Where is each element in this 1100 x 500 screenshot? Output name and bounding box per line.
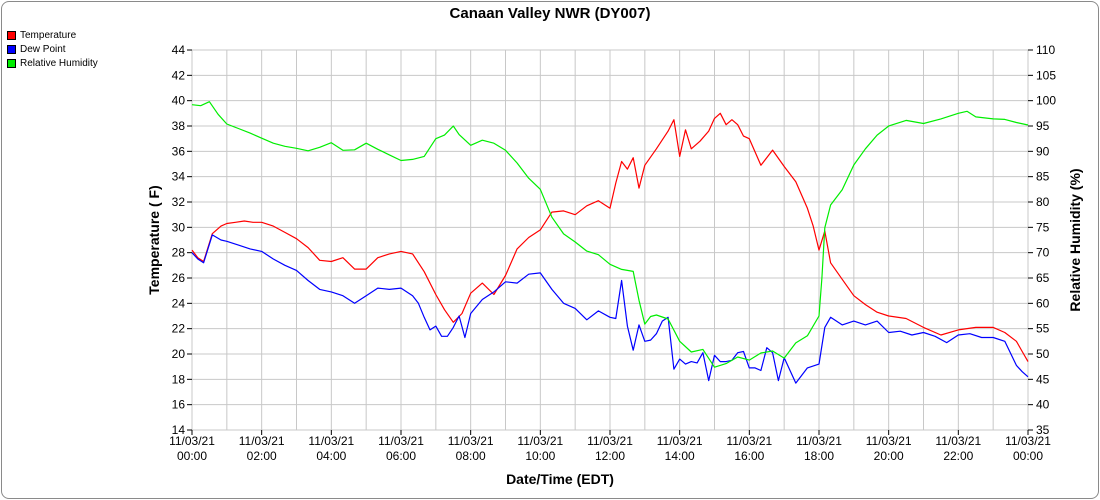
x-tick-time-label: 14:00 <box>665 449 695 463</box>
legend-label-dew-point: Dew Point <box>20 43 66 55</box>
y-left-tick-label: 26 <box>172 271 186 285</box>
x-tick-time-label: 12:00 <box>595 449 625 463</box>
y-right-tick-label: 95 <box>1036 119 1050 133</box>
y-left-tick-label: 14 <box>172 423 186 437</box>
y-left-tick-label: 32 <box>172 195 186 209</box>
grid <box>191 49 1029 431</box>
x-tick-time-label: 00:00 <box>1013 449 1043 463</box>
x-tick-date-label: 11/03/21 <box>308 434 354 448</box>
series-lines <box>191 101 1029 384</box>
y-axis-right-title: Relative Humidity (%) <box>1067 168 1083 311</box>
x-tick-time-label: 08:00 <box>456 449 486 463</box>
x-axis-title: Date/Time (EDT) <box>506 471 614 487</box>
y-left-tick-label: 20 <box>172 347 186 361</box>
y-right-tick-label: 90 <box>1036 144 1050 158</box>
y-right-tick-label: 45 <box>1036 372 1050 386</box>
y-right-tick-label: 75 <box>1036 220 1050 234</box>
legend-swatch-relative-humidity <box>7 58 16 68</box>
y-left-tick-label: 44 <box>172 43 186 57</box>
x-tick-date-label: 11/03/21 <box>448 434 494 448</box>
x-tick-time-label: 02:00 <box>247 449 277 463</box>
y-left-tick-label: 38 <box>172 119 186 133</box>
x-tick-date-label: 11/03/21 <box>378 434 424 448</box>
y-right-tick-label: 70 <box>1036 246 1050 260</box>
y-left-tick-label: 22 <box>172 322 186 336</box>
legend-label-temperature: Temperature <box>20 29 77 41</box>
y-right-tick-label: 85 <box>1036 170 1050 184</box>
legend: Temperature Dew Point Relative Humidity <box>7 28 98 70</box>
x-tick-time-label: 00:00 <box>177 449 207 463</box>
x-axis-ticks: 11/03/2100:0011/03/2102:0011/03/2104:001… <box>169 430 1051 463</box>
y-left-tick-label: 36 <box>172 144 186 158</box>
x-tick-date-label: 11/03/21 <box>657 434 703 448</box>
legend-item-temperature: Temperature <box>7 28 98 42</box>
y-right-tick-label: 110 <box>1036 43 1055 57</box>
y-left-tick-label: 42 <box>172 68 186 82</box>
y-right-tick-label: 65 <box>1036 271 1050 285</box>
x-tick-date-label: 11/03/21 <box>517 434 563 448</box>
y-axis-right-ticks: 35 40 45 50 55 60 65 70 75 80 85 90 95 100 105 110 <box>1028 43 1056 437</box>
x-tick-date-label: 11/03/21 <box>169 434 215 448</box>
x-tick-date-label: 11/03/21 <box>726 434 772 448</box>
x-tick-date-label: 11/03/21 <box>1005 434 1051 448</box>
x-tick-time-label: 06:00 <box>386 449 416 463</box>
legend-item-relative-humidity: Relative Humidity <box>7 56 98 70</box>
x-tick-date-label: 11/03/21 <box>239 434 285 448</box>
x-tick-date-label: 11/03/21 <box>866 434 912 448</box>
y-right-tick-label: 100 <box>1036 94 1056 108</box>
x-tick-date-label: 11/03/21 <box>587 434 633 448</box>
y-right-tick-label: 40 <box>1036 398 1050 412</box>
series-line-relative-humidity <box>191 101 1029 368</box>
x-tick-time-label: 04:00 <box>316 449 346 463</box>
x-tick-time-label: 22:00 <box>943 449 973 463</box>
legend-swatch-temperature <box>7 30 16 40</box>
y-right-tick-label: 60 <box>1036 296 1050 310</box>
y-right-tick-label: 80 <box>1036 195 1050 209</box>
series-line-dew-point <box>191 234 1029 384</box>
y-right-tick-label: 105 <box>1036 68 1056 82</box>
y-left-tick-label: 28 <box>172 246 186 260</box>
legend-item-dew-point: Dew Point <box>7 42 98 56</box>
y-axis-left-ticks: 14 16 18 20 22 24 26 28 30 32 34 36 38 40 42 44 <box>172 43 192 437</box>
y-left-tick-label: 18 <box>172 372 186 386</box>
x-tick-date-label: 11/03/21 <box>796 434 842 448</box>
x-tick-date-label: 11/03/21 <box>935 434 981 448</box>
y-axis-left-title: Temperature ( F) <box>146 185 162 294</box>
y-right-tick-label: 50 <box>1036 347 1050 361</box>
legend-swatch-dew-point <box>7 44 16 54</box>
y-left-tick-label: 30 <box>172 220 186 234</box>
chart-title: Canaan Valley NWR (DY007) <box>449 5 651 22</box>
x-tick-time-label: 16:00 <box>734 449 764 463</box>
y-left-tick-label: 40 <box>172 94 186 108</box>
y-left-tick-label: 16 <box>172 398 186 412</box>
y-left-tick-label: 34 <box>172 170 186 184</box>
legend-label-relative-humidity: Relative Humidity <box>20 57 98 69</box>
x-tick-time-label: 10:00 <box>525 449 555 463</box>
x-tick-time-label: 18:00 <box>804 449 834 463</box>
x-tick-time-label: 20:00 <box>874 449 904 463</box>
y-right-tick-label: 55 <box>1036 322 1050 336</box>
y-right-tick-label: 35 <box>1036 423 1050 437</box>
y-left-tick-label: 24 <box>172 296 186 310</box>
series-line-temperature <box>191 112 1029 362</box>
